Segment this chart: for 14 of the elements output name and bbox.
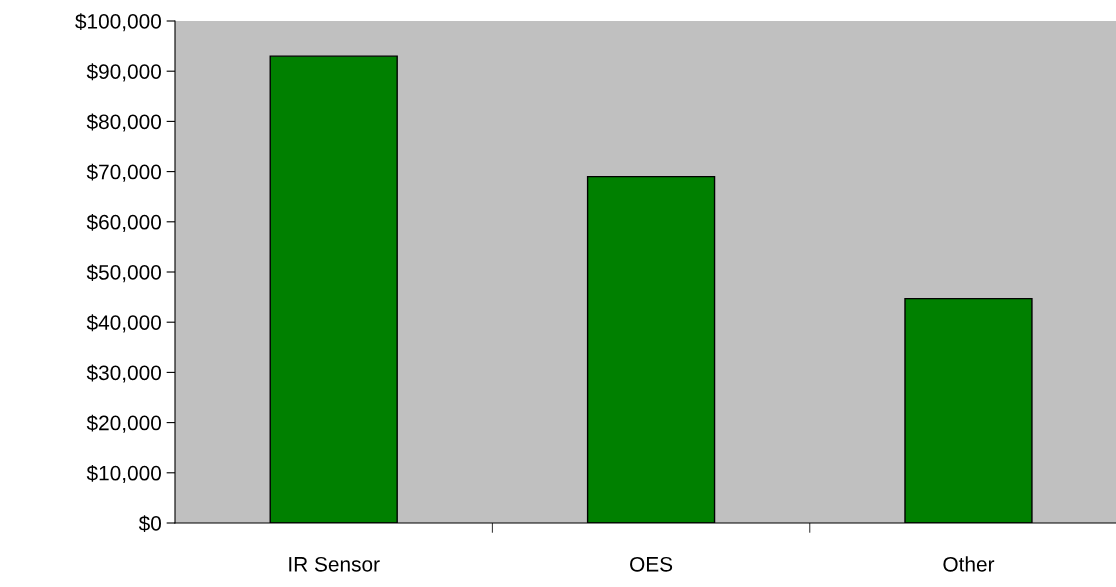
x-tick-label: Other: [943, 556, 995, 572]
y-tick-label: $70,000: [86, 163, 161, 182]
y-tick-label: $20,000: [86, 414, 161, 433]
y-tick-label: $30,000: [86, 364, 161, 383]
x-tick-label: IR Sensor: [289, 556, 380, 572]
y-tick-label: $40,000: [86, 314, 161, 333]
y-tick-label: $80,000: [86, 113, 161, 132]
y-tick-label: $90,000: [86, 63, 161, 82]
y-tick-label: $0: [138, 515, 161, 532]
y-tick-label: $10,000: [86, 464, 161, 484]
y-tick-label: $100,000: [75, 13, 161, 32]
x-tick-label: OES: [630, 556, 673, 572]
y-tick-label: $60,000: [86, 213, 161, 233]
y-tick-label: $50,000: [86, 264, 161, 283]
